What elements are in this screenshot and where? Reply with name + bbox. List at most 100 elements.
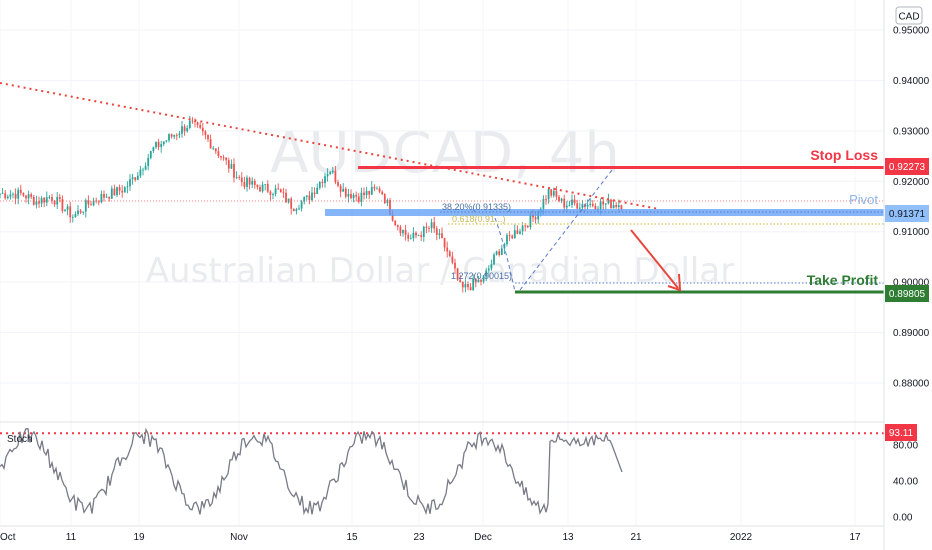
- candle-body: [30, 194, 33, 197]
- candle-body: [373, 187, 376, 189]
- candle-body: [1, 193, 4, 195]
- candle-body: [230, 164, 233, 169]
- candle-body: [420, 235, 423, 237]
- time-axis[interactable]: Oct 11 19 Nov 15 23 Dec 13 21 2022 17: [0, 525, 884, 543]
- price-tick-label: 0.93000: [893, 126, 930, 137]
- candle-body: [0, 193, 1, 195]
- candle-body: [253, 180, 256, 185]
- candle-body: [261, 184, 264, 192]
- candle-body: [521, 225, 524, 232]
- candle-body: [610, 199, 612, 209]
- candle-body: [376, 188, 378, 190]
- time-tick-label: Dec: [474, 532, 492, 543]
- candle-body: [77, 210, 79, 215]
- pivot-tag: [885, 205, 929, 222]
- candle-body: [448, 251, 451, 257]
- candle-body: [100, 193, 103, 203]
- candle-body: [495, 251, 498, 255]
- candle-body: [303, 196, 306, 202]
- candle-body: [87, 200, 90, 205]
- candle-body: [581, 204, 584, 208]
- candle-body: [6, 196, 9, 199]
- candle-body: [506, 235, 508, 245]
- candle-body: [43, 197, 46, 203]
- candle-body: [591, 203, 594, 206]
- candle-body: [441, 233, 443, 239]
- stochastic-pane: [0, 427, 884, 516]
- candle-body: [64, 209, 66, 211]
- candle-body: [207, 134, 209, 140]
- candle-body: [443, 238, 446, 248]
- candle-body: [389, 199, 391, 215]
- candle-body: [233, 164, 235, 178]
- candle-body: [162, 141, 165, 145]
- stoch-tick-label: 80.00: [893, 441, 918, 452]
- candle-body: [399, 226, 402, 234]
- price-tick-label: 0.90000: [893, 278, 930, 289]
- candle-body: [615, 205, 618, 208]
- candle-body: [131, 177, 134, 180]
- candle-body: [116, 187, 118, 196]
- candle-body: [485, 270, 488, 276]
- candle-body: [274, 188, 277, 195]
- candle-body: [51, 197, 53, 201]
- candle-body: [48, 197, 51, 198]
- candle-body: [152, 147, 155, 151]
- candle-body: [339, 185, 342, 192]
- candle-body: [121, 190, 124, 193]
- candle-body: [594, 205, 597, 210]
- candle-body: [105, 196, 108, 198]
- candle-body: [285, 192, 287, 203]
- candle-body: [201, 127, 204, 132]
- price-grid: [0, 29, 884, 384]
- candle-body: [318, 181, 321, 188]
- candle-body: [472, 278, 475, 291]
- candle-body: [350, 193, 352, 199]
- candle-body: [563, 198, 566, 208]
- stop-loss-value: 0.92273: [889, 162, 926, 173]
- candle-body: [357, 196, 360, 202]
- stoch-line: [0, 427, 623, 516]
- candle-body: [560, 198, 563, 202]
- fib-retracement-label: 38.20%(0.91335): [442, 202, 511, 212]
- take-profit-label: Take Profit: [807, 272, 879, 288]
- candle-body: [188, 120, 191, 128]
- time-tick-label: Nov: [230, 532, 248, 543]
- forecast-arrow: [630, 229, 679, 289]
- candle-body: [417, 235, 420, 236]
- candle-body: [568, 204, 571, 206]
- pivot-zone: [325, 209, 884, 217]
- candle-body: [451, 256, 454, 263]
- candle-body: [552, 191, 555, 196]
- candle-body: [409, 238, 412, 240]
- candle-body: [391, 214, 394, 221]
- candle-body: [459, 279, 462, 282]
- candle-body: [370, 187, 373, 195]
- candle-body: [264, 184, 267, 185]
- time-tick-label: Oct: [0, 532, 16, 543]
- candle-body: [456, 268, 459, 280]
- candle-body: [311, 192, 313, 201]
- candle-body: [617, 205, 620, 208]
- candle-body: [220, 156, 222, 158]
- candle-body: [425, 226, 428, 228]
- price-tick-label: 0.89000: [893, 328, 930, 339]
- candle-body: [378, 188, 381, 192]
- candle-body: [300, 201, 303, 209]
- currency-badge: CAD: [898, 12, 919, 23]
- candle-body: [360, 192, 363, 202]
- stop-loss-tag: [885, 158, 929, 175]
- candle-body: [571, 199, 573, 205]
- candle-body: [334, 170, 337, 183]
- candle-body: [396, 225, 399, 227]
- time-tick-label: 19: [133, 532, 145, 543]
- candle-body: [4, 193, 7, 199]
- candle-body: [490, 264, 493, 269]
- candle-body: [612, 205, 615, 209]
- price-axis[interactable]: 0.95000 0.94000 0.93000 0.92000 0.91000 0.900…: [883, 0, 930, 550]
- currency-badge-box[interactable]: [895, 6, 923, 25]
- candle-body: [235, 176, 238, 178]
- candle-body: [576, 203, 579, 209]
- candle-body: [186, 127, 189, 132]
